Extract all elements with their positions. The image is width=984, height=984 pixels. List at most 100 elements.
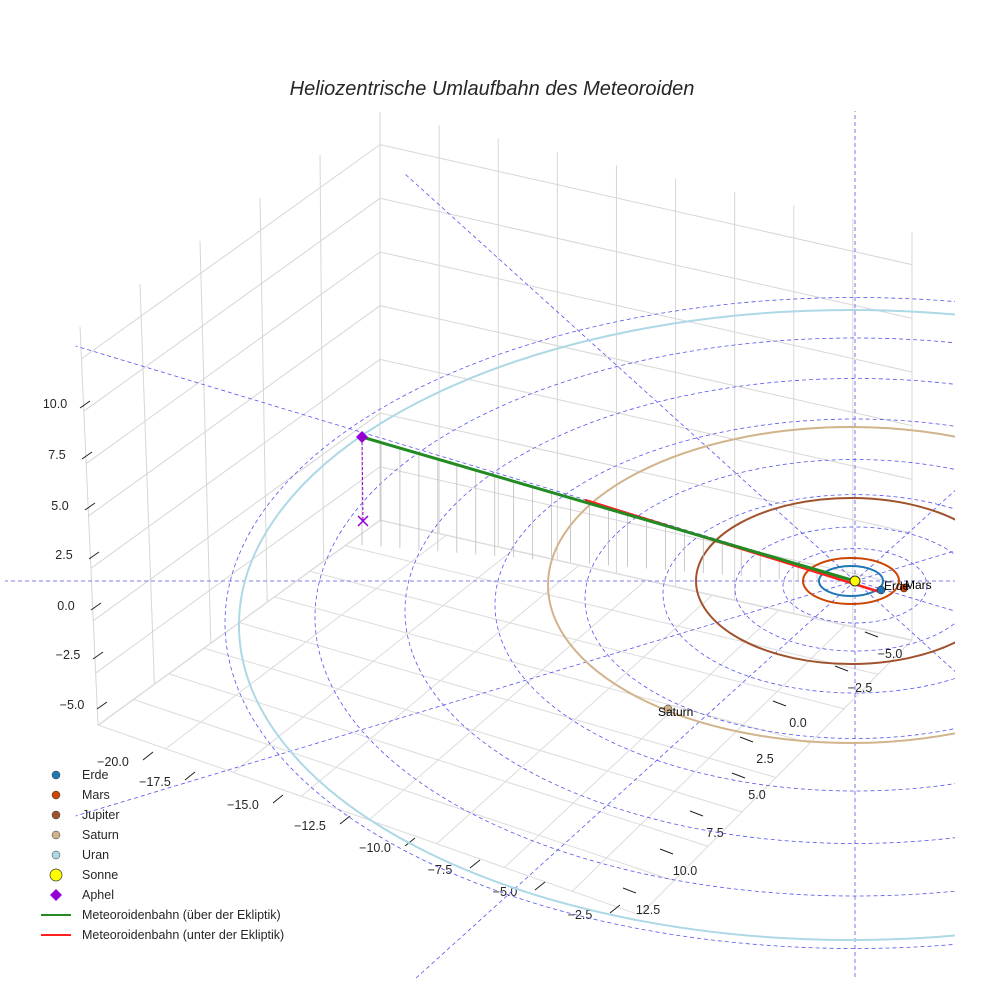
mars-marker [899,583,909,593]
legend: Erde Mars Jupiter Saturn Uran Sonne Aphel Meteo… [41,768,284,942]
x-tick-mark [469,859,481,869]
z-tick-label: 7.5 [48,448,65,462]
grid-line [79,326,99,726]
z-tick-mark [81,451,93,460]
planet-orbits [238,309,955,941]
x-tick-mark [142,751,154,761]
x-tick-mark [404,837,416,847]
z-tick-mark [79,400,91,409]
y-tick-mark [739,736,754,743]
y-tick-mark [659,848,674,855]
x-tick-label: −20.0 [97,755,129,769]
x-tick-mark [272,794,284,804]
polar-spoke [854,580,955,672]
y-tick-mark [731,772,746,779]
z-tick-label: 2.5 [55,548,72,562]
meteoroid-paths [361,435,881,594]
legend-marker [51,810,61,820]
grid-line [88,305,913,517]
z-tick-mark [92,651,104,660]
legend-marker [51,790,61,800]
y-tick-mark [834,665,849,672]
z-tick-mark [90,602,102,611]
grid-line [85,251,913,464]
legend-label: Mars [82,788,110,802]
grid-line [344,545,879,675]
polar-ring [224,297,955,949]
y-tick-label: −2.5 [848,681,873,695]
grid-line [139,283,155,685]
legend-label: Saturn [82,828,119,842]
legend-label: Erde [82,768,108,782]
y-tick-label: 7.5 [706,826,723,840]
z-tick-label: −2.5 [56,648,81,662]
legend-label: Jupiter [82,808,120,822]
aphel-drop-line [361,436,364,522]
polar-spoke [854,490,955,582]
z-tick-mark [84,502,96,511]
axis-ticks: 10.0 7.5 5.0 2.5 0.0 −2.5 −5.0 −20.0 −17.5 −15.0 −… [43,397,903,922]
y-tick-mark [689,810,704,817]
z-tick-label: 0.0 [57,599,74,613]
pane-grid [79,112,913,916]
y-tick-label: 12.5 [636,903,660,917]
erde-label: Erde [884,579,910,593]
legend-marker [51,830,61,840]
y-tick-label: 5.0 [748,788,765,802]
grid-line [81,144,913,360]
grid-line [379,519,913,641]
grid-line [309,570,845,710]
meteoroid-path-above [361,435,856,583]
y-tick-mark [622,887,637,894]
orbit-jupiter [695,497,955,665]
legend-marker [50,889,62,901]
erde-marker [876,585,886,595]
orbit-uran [238,309,955,941]
grid-line [95,466,913,674]
legend-marker [51,770,61,780]
z-tick-label: 5.0 [51,499,68,513]
z-tick-label: 10.0 [43,397,67,411]
orbit-saturn [547,426,955,744]
y-tick-label: −5.0 [878,647,903,661]
grid-line [319,154,325,562]
x-tick-mark [609,904,621,914]
legend-marker [49,868,63,882]
y-tick-mark [772,700,787,707]
orbit-erde [818,565,884,597]
saturn-marker [663,704,673,714]
z-tick-label: −5.0 [60,698,85,712]
x-tick-label: −5.0 [493,885,518,899]
z-tick-mark [96,701,108,710]
grid-line [133,698,675,882]
aphel-projection-marker [357,515,369,527]
legend-label: Uran [82,848,109,862]
y-tick-label: 2.5 [756,752,773,766]
polar-spoke [854,550,955,582]
grid-line [274,596,811,744]
polar-ring [314,337,955,897]
x-tick-label: −12.5 [294,819,326,833]
polar-spoke [415,580,856,979]
legend-label: Meteoroidenbahn (unter der Ekliptik) [82,928,284,942]
mars-label: Mars [905,578,932,592]
polar-spoke [75,580,856,817]
x-tick-mark [339,815,351,825]
grid-line [83,197,913,412]
x-tick-label: −10.0 [359,841,391,855]
grid-line [259,197,268,603]
grid-line [203,647,743,813]
z-tick-mark [88,551,100,560]
legend-marker [51,850,61,860]
orbit-mars [802,557,900,605]
x-tick-label: −17.5 [139,775,171,789]
legend-label: Aphel [82,888,114,902]
chart-title: Heliozentrische Umlaufbahn des Meteoroid… [290,78,695,100]
y-tick-label: 10.0 [673,864,697,878]
grid-line [199,240,212,644]
polar-spoke [854,580,955,612]
legend-label: Sonne [82,868,118,882]
